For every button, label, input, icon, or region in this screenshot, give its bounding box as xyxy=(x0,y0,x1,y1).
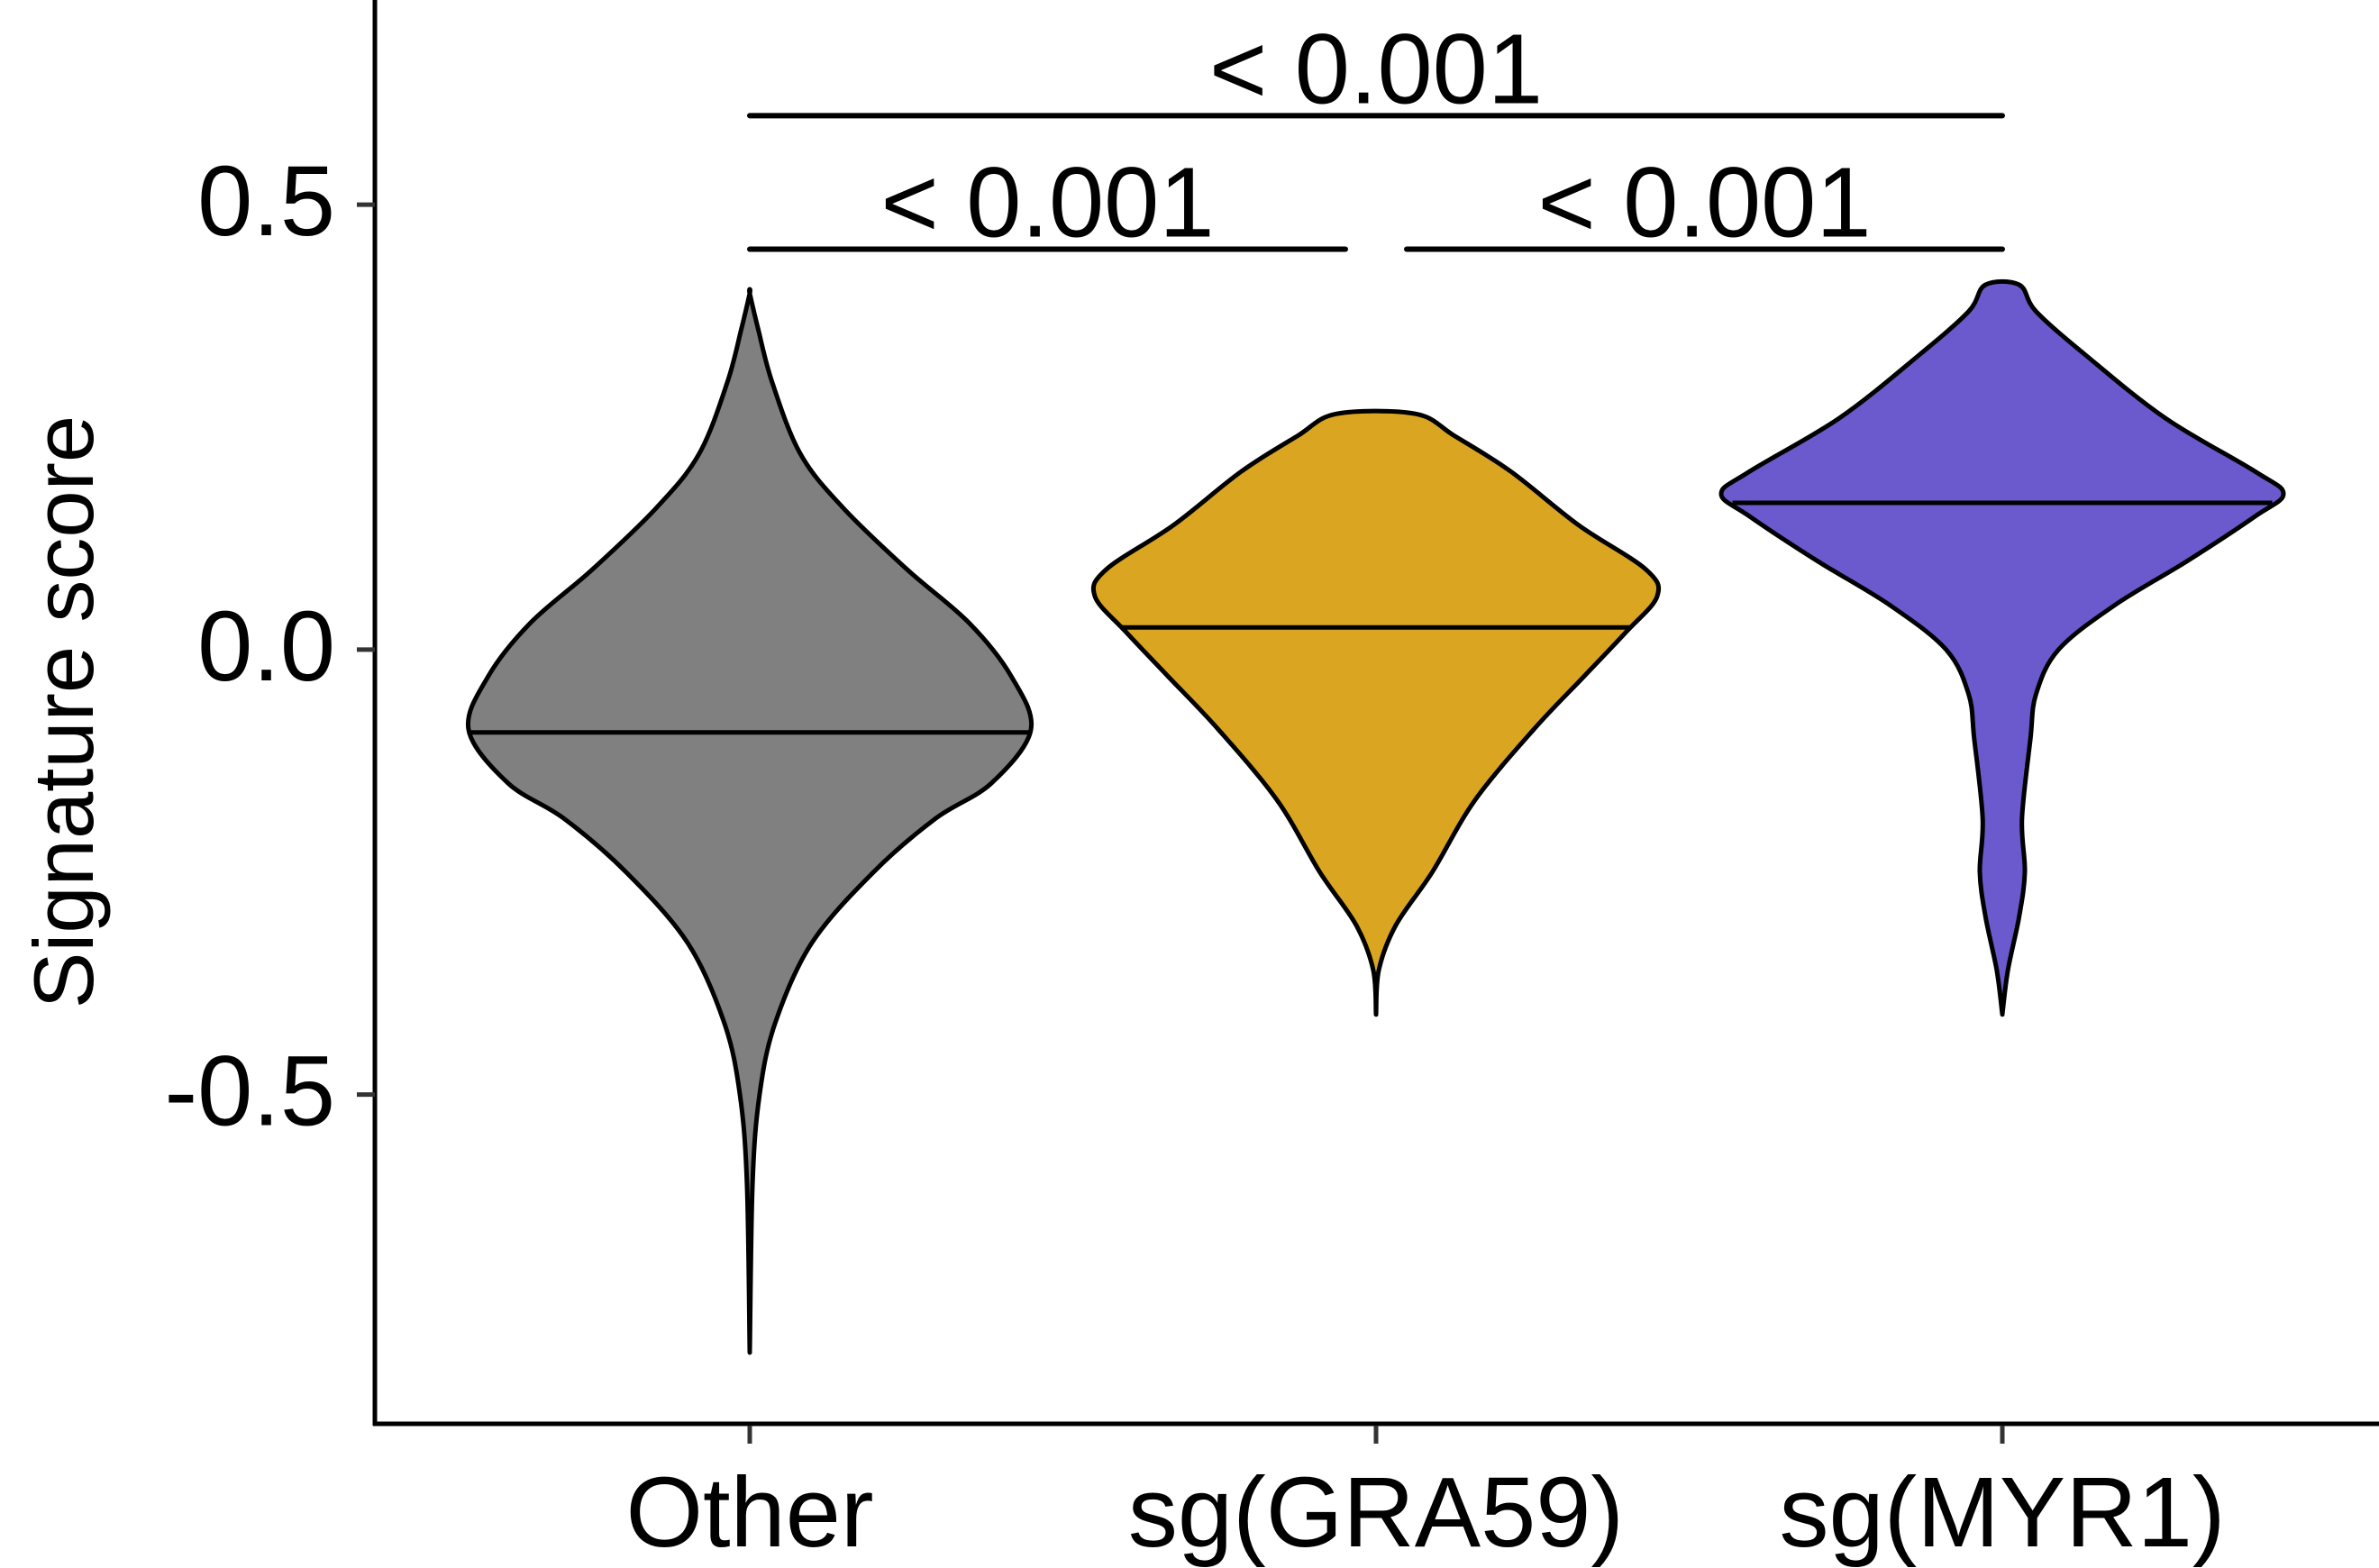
violin-1 xyxy=(465,287,1035,1355)
y-tick-label-2: 0.0 xyxy=(197,591,335,702)
y-tick-label-3: -0.5 xyxy=(164,1036,335,1147)
violin-3 xyxy=(1718,278,2286,1017)
x-tick-label-3: sg(MYR1) xyxy=(1779,1457,2225,1568)
violin-2 xyxy=(1090,408,1662,1017)
y-axis: 0.5 0.0 -0.5 xyxy=(164,0,378,1426)
significance-brackets: < 0.001 < 0.001 < 0.001 xyxy=(747,14,2005,259)
x-tick-label-2: sg(GRA59) xyxy=(1128,1457,1624,1568)
sig-label-3: < 0.001 xyxy=(1209,14,1543,124)
sig-label-2: < 0.001 xyxy=(1537,148,1871,259)
x-axis: Other sg(GRA59) sg(MYR1) xyxy=(373,1421,2379,1568)
x-tick-label-1: Other xyxy=(625,1457,873,1568)
violins xyxy=(465,278,2286,1355)
y-axis-title: Signature score xyxy=(16,415,111,1008)
sig-label-1: < 0.001 xyxy=(880,148,1214,259)
y-tick-label-1: 0.5 xyxy=(197,146,335,257)
